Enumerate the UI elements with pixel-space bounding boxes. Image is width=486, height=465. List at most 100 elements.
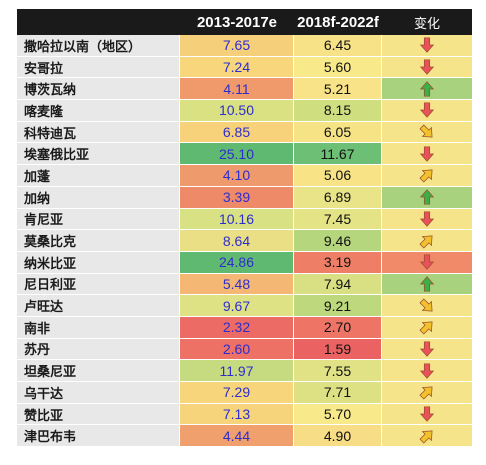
value-2013-2017: 10.50	[180, 100, 294, 121]
green-up-arrow-icon	[419, 276, 435, 292]
header-period-2: 2018f-2022f	[297, 13, 379, 31]
yellow-up-right-arrow-icon	[419, 386, 433, 400]
change-cell	[382, 208, 472, 230]
table-row: 卢旺达 9.67 9.21	[17, 295, 472, 317]
header-period-1: 2013-2017e	[196, 13, 278, 31]
value-2018-2022: 5.70	[294, 403, 382, 425]
yellow-up-right-arrow-icon	[419, 430, 433, 444]
change-cell	[382, 100, 472, 121]
value-2013-2017: 4.10	[180, 165, 294, 186]
header-country	[17, 9, 180, 35]
table-row: 加纳 3.39 6.89	[17, 186, 472, 209]
change-cell	[382, 35, 472, 56]
table-row: 南非 2.32 2.70	[17, 316, 472, 339]
country-label: 莫桑比克	[17, 230, 180, 251]
value-2013-2017: 2.32	[180, 316, 294, 338]
table-row: 安哥拉 7.24 5.60	[17, 56, 472, 79]
country-label: 赞比亚	[17, 403, 180, 425]
value-2018-2022: 7.55	[294, 360, 382, 381]
value-2018-2022: 9.21	[294, 295, 382, 316]
value-2013-2017: 7.29	[180, 382, 294, 403]
country-label: 坦桑尼亚	[17, 360, 180, 381]
value-2018-2022: 7.71	[294, 382, 382, 403]
change-cell	[382, 316, 472, 338]
yellow-up-right-arrow-icon	[419, 169, 433, 183]
country-label: 南非	[17, 316, 180, 338]
country-label: 埃塞俄比亚	[17, 143, 180, 165]
table-row: 撒哈拉以南（地区） 7.65 6.45	[17, 35, 472, 57]
table-row: 尼日利亚 5.48 7.94	[17, 273, 472, 296]
growth-table: 2013-2017e 2018f-2022f 变化 撒哈拉以南（地区） 7.65 6…	[17, 9, 472, 448]
value-2018-2022: 1.59	[294, 338, 382, 360]
yellow-down-right-arrow-icon	[419, 298, 433, 312]
country-label: 科特迪瓦	[17, 121, 180, 143]
country-label: 博茨瓦纳	[17, 78, 180, 100]
value-2018-2022: 7.94	[294, 273, 382, 295]
change-cell	[382, 295, 472, 316]
country-label: 卢旺达	[17, 295, 180, 316]
country-label: 肯尼亚	[17, 208, 180, 230]
red-down-arrow-icon	[419, 146, 435, 162]
value-2018-2022: 7.45	[294, 208, 382, 230]
table-row: 坦桑尼亚 11.97 7.55	[17, 360, 472, 382]
red-down-arrow-icon	[419, 406, 435, 422]
table-row: 博茨瓦纳 4.11 5.21	[17, 78, 472, 101]
change-cell	[382, 78, 472, 100]
value-2018-2022: 8.15	[294, 100, 382, 121]
change-cell	[382, 186, 472, 208]
change-cell	[382, 251, 472, 273]
table-row: 赞比亚 7.13 5.70	[17, 403, 472, 426]
value-2018-2022: 5.60	[294, 56, 382, 78]
country-label: 津巴布韦	[17, 425, 180, 447]
value-2018-2022: 2.70	[294, 316, 382, 338]
value-2013-2017: 2.60	[180, 338, 294, 360]
red-down-arrow-icon	[419, 59, 435, 75]
change-cell	[382, 165, 472, 186]
value-2013-2017: 8.64	[180, 230, 294, 251]
table-body: 撒哈拉以南（地区） 7.65 6.45 安哥拉 7.24 5.60 博茨瓦纳 4.11 5.21…	[17, 35, 472, 448]
red-down-arrow-icon	[419, 254, 435, 270]
green-up-arrow-icon	[419, 80, 435, 97]
change-cell	[382, 425, 472, 447]
value-2018-2022: 11.67	[294, 143, 382, 165]
country-label: 纳米比亚	[17, 251, 180, 273]
red-down-arrow-icon	[419, 341, 435, 357]
country-label: 苏丹	[17, 338, 180, 360]
value-2013-2017: 4.11	[180, 78, 294, 100]
country-label: 加蓬	[17, 165, 180, 186]
table-row: 肯尼亚 10.16 7.45	[17, 208, 472, 231]
red-down-arrow-icon	[419, 211, 435, 227]
table-row: 科特迪瓦 6.85 6.05	[17, 121, 472, 144]
value-2013-2017: 25.10	[180, 143, 294, 165]
value-2018-2022: 4.90	[294, 425, 382, 447]
yellow-up-right-arrow-icon	[419, 321, 433, 335]
change-cell	[382, 360, 472, 381]
yellow-down-right-arrow-icon	[419, 124, 433, 138]
change-cell	[382, 56, 472, 78]
value-2013-2017: 24.86	[180, 251, 294, 273]
value-2013-2017: 5.48	[180, 273, 294, 295]
value-2018-2022: 6.89	[294, 186, 382, 208]
table-header: 2013-2017e 2018f-2022f 变化	[17, 9, 472, 35]
value-2018-2022: 9.46	[294, 230, 382, 251]
value-2013-2017: 10.16	[180, 208, 294, 230]
country-label: 加纳	[17, 186, 180, 208]
change-cell	[382, 230, 472, 251]
table-row: 苏丹 2.60 1.59	[17, 338, 472, 361]
country-label: 喀麦隆	[17, 100, 180, 121]
value-2018-2022: 5.21	[294, 78, 382, 100]
value-2013-2017: 7.65	[180, 35, 294, 56]
table-row: 津巴布韦 4.44 4.90	[17, 425, 472, 448]
change-cell	[382, 273, 472, 295]
table-row: 乌干达 7.29 7.71	[17, 382, 472, 404]
value-2013-2017: 7.24	[180, 56, 294, 78]
red-down-arrow-icon	[419, 37, 435, 54]
value-2018-2022: 3.19	[294, 251, 382, 273]
country-label: 乌干达	[17, 382, 180, 403]
value-2013-2017: 7.13	[180, 403, 294, 425]
value-2013-2017: 4.44	[180, 425, 294, 447]
value-2013-2017: 6.85	[180, 121, 294, 143]
green-up-arrow-icon	[419, 189, 435, 205]
table-row: 纳米比亚 24.86 3.19	[17, 251, 472, 274]
yellow-up-right-arrow-icon	[419, 235, 433, 249]
